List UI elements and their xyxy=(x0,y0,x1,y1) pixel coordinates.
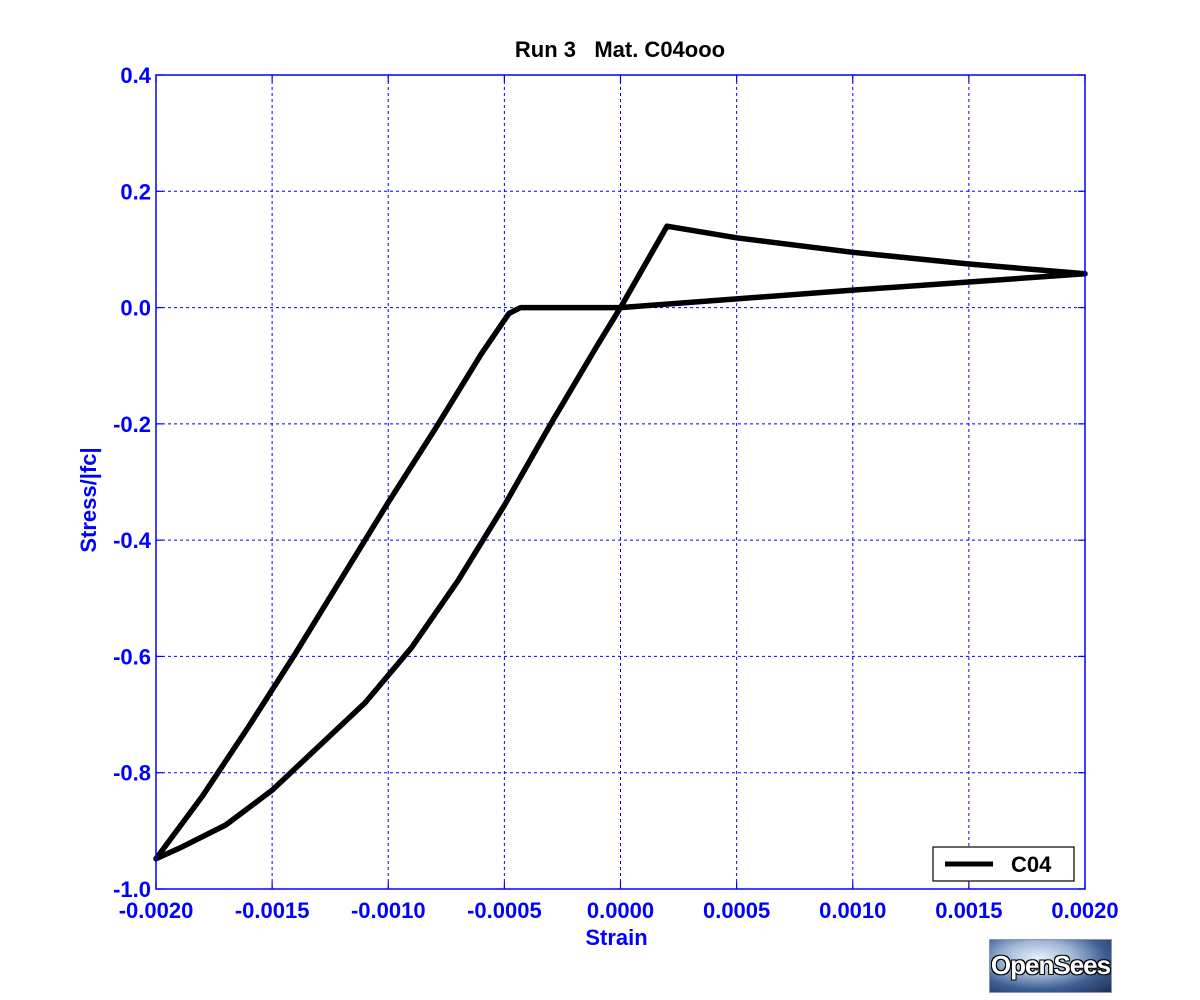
series-group xyxy=(153,223,1088,862)
y-tick-labels: 0.4 0.2 0.0 -0.2 -0.4 -0.6 -0.8 -1.0 xyxy=(113,63,152,902)
chart-title: Run 3 Mat. C04ooo xyxy=(515,37,725,62)
y-tick-label: -1.0 xyxy=(113,877,151,902)
y-tick-label: -0.4 xyxy=(113,528,152,553)
x-tick-label: 0.0010 xyxy=(819,898,886,923)
x-tick-label: 0.0020 xyxy=(1051,898,1118,923)
y-tick-label: -0.2 xyxy=(113,412,151,437)
plot-area-frame xyxy=(155,74,1086,890)
y-tick-label: 0.4 xyxy=(120,63,151,88)
opensees-logo: OpenSees xyxy=(989,939,1112,993)
y-axis-title: Stress/|fc| xyxy=(76,447,101,552)
x-tick-label: -0.0015 xyxy=(235,898,310,923)
logo-text: OpenSees xyxy=(990,950,1111,980)
y-tick-label: 0.0 xyxy=(120,296,151,321)
y-tick-label: -0.6 xyxy=(113,644,151,669)
legend-label: C04 xyxy=(1011,852,1052,877)
legend: C04 xyxy=(932,846,1075,882)
x-tick-label: 0.0005 xyxy=(703,898,770,923)
series-line-c04 xyxy=(153,223,1088,862)
x-axis-title: Strain xyxy=(585,925,647,950)
x-tick-label: -0.0020 xyxy=(119,898,194,923)
y-tick-label: -0.8 xyxy=(113,761,151,786)
x-tick-label: -0.0005 xyxy=(467,898,542,923)
x-tick-label: 0.0000 xyxy=(587,898,654,923)
x-tick-labels: -0.0020 -0.0015 -0.0010 -0.0005 0.0000 0.0005… xyxy=(119,898,1119,923)
y-tick-label: 0.2 xyxy=(120,179,151,204)
x-tick-label: -0.0010 xyxy=(351,898,426,923)
x-tick-label: 0.0015 xyxy=(935,898,1002,923)
